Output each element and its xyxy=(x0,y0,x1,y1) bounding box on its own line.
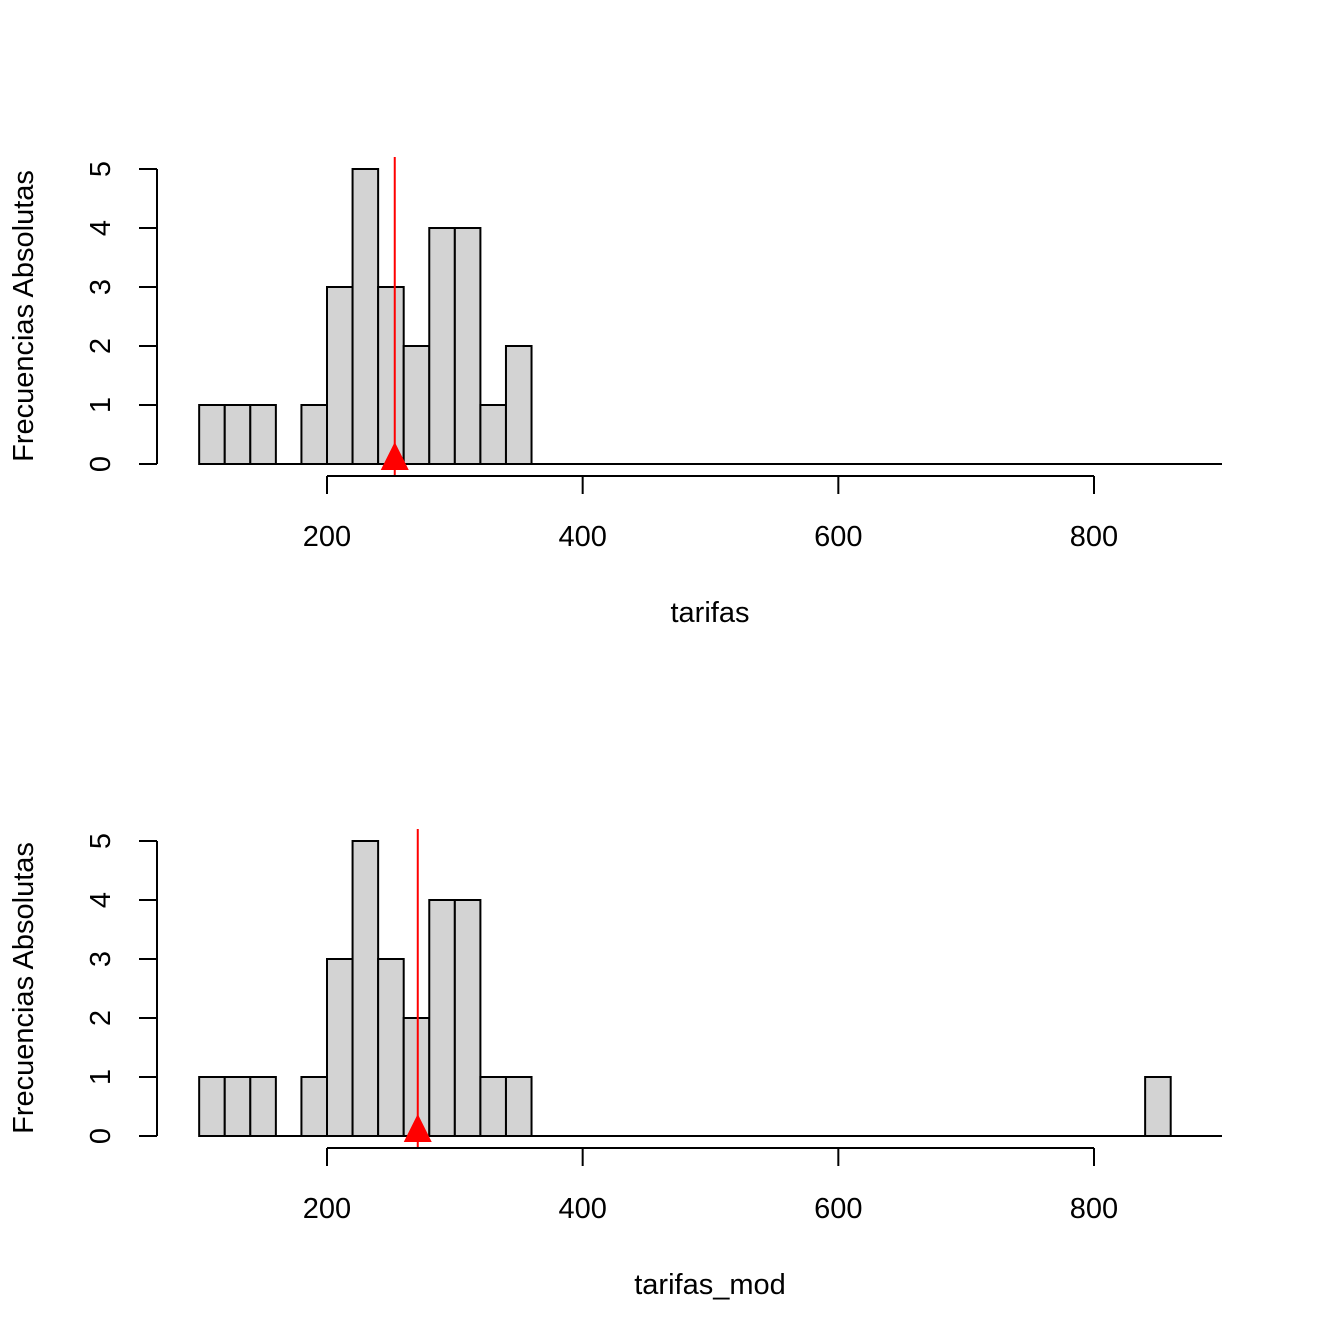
histogram-panel-tarifas: 200 400 600 800 0 1 2 3 4 5 tarifas Frecuencias … xyxy=(8,157,1222,629)
histogram-bar xyxy=(479,404,507,465)
y-tick-label: 0 xyxy=(85,1128,117,1144)
y-tick-label: 4 xyxy=(85,892,117,908)
y-axis-title: Frecuencias Absolutas xyxy=(8,170,40,462)
histogram-bar xyxy=(453,899,482,1137)
y-axis-title: Frecuencias Absolutas xyxy=(8,842,40,1134)
x-tick-label: 400 xyxy=(558,521,606,553)
histogram-bar xyxy=(504,345,533,465)
y-tick-label: 3 xyxy=(85,279,117,295)
x-tick-label: 200 xyxy=(303,521,351,553)
y-tick-label: 1 xyxy=(85,1069,117,1085)
y-tick-label: 0 xyxy=(85,456,117,472)
histogram-bar xyxy=(326,958,354,1137)
x-tick-label: 600 xyxy=(814,1193,862,1225)
histogram-bar xyxy=(377,958,405,1137)
histogram-bar xyxy=(1144,1076,1172,1137)
x-tick-label: 800 xyxy=(1070,1193,1118,1225)
histogram-panel-tarifas-mod: 200 400 600 800 0 1 2 3 4 5 tarifas_mod Frecuenc… xyxy=(8,829,1222,1301)
x-axis-title: tarifas xyxy=(671,597,750,629)
histogram-bar xyxy=(198,1076,226,1137)
histogram-bar xyxy=(300,404,328,465)
histogram-bar xyxy=(377,286,405,465)
histogram-bar xyxy=(428,899,456,1137)
histogram-bar xyxy=(402,345,431,465)
y-axis: 0 1 2 3 4 5 xyxy=(85,161,158,472)
histogram-bar xyxy=(351,840,380,1137)
histogram-bar xyxy=(504,1076,533,1137)
x-tick-label: 200 xyxy=(303,1193,351,1225)
histogram-bar xyxy=(249,404,277,465)
mean-marker-triangle xyxy=(380,442,409,470)
y-tick-label: 2 xyxy=(85,1010,117,1026)
x-axis: 200 400 600 800 xyxy=(303,1147,1118,1225)
histogram-bar xyxy=(198,404,226,465)
y-tick-label: 5 xyxy=(85,833,117,849)
histogram-bar xyxy=(428,227,456,465)
x-axis: 200 400 600 800 xyxy=(303,475,1118,553)
histogram-bar xyxy=(300,1076,328,1137)
bars-group xyxy=(198,840,1172,1137)
x-tick-label: 400 xyxy=(558,1193,606,1225)
histogram-bar xyxy=(351,168,380,465)
histogram-bar xyxy=(223,404,252,465)
histogram-bar xyxy=(249,1076,277,1137)
histogram-bar xyxy=(326,286,354,465)
y-tick-label: 2 xyxy=(85,338,117,354)
y-tick-label: 3 xyxy=(85,951,117,967)
y-tick-label: 5 xyxy=(85,161,117,177)
y-axis: 0 1 2 3 4 5 xyxy=(85,833,158,1144)
histogram-bar xyxy=(453,227,482,465)
histogram-bar xyxy=(479,1076,507,1137)
x-tick-label: 600 xyxy=(814,521,862,553)
mean-marker-triangle xyxy=(403,1114,432,1142)
y-tick-label: 1 xyxy=(85,397,117,413)
x-axis-title: tarifas_mod xyxy=(634,1269,786,1301)
y-tick-label: 4 xyxy=(85,220,117,236)
x-tick-label: 800 xyxy=(1070,521,1118,553)
histogram-bar xyxy=(223,1076,252,1137)
